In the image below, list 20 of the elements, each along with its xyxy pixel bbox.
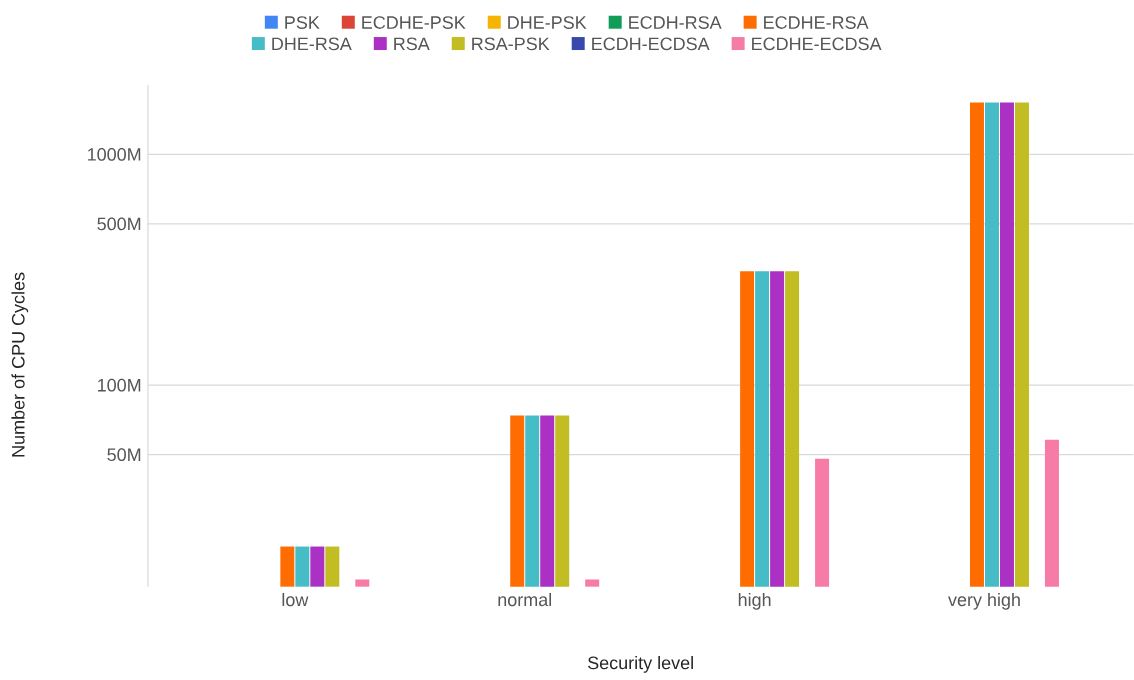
legend-label: ECDH-ECDSA <box>592 37 710 51</box>
y-axis-title: Number of CPU Cycles <box>11 272 29 457</box>
legend-label: RSA-PSK <box>472 37 550 51</box>
legend-label: ECDHE-ECDSA <box>752 37 882 51</box>
x-tick-label: high <box>738 593 771 610</box>
y-tick-label: 500M <box>97 217 141 231</box>
y-tick-label: 50M <box>107 448 141 462</box>
legend-label: ECDHE-PSK <box>362 16 466 30</box>
x-tick-label: normal <box>498 593 552 607</box>
legend-label: ECDH-RSA <box>629 16 722 30</box>
legend-label: DHE-PSK <box>508 16 587 30</box>
legend-label: ECDHE-RSA <box>764 16 869 30</box>
y-tick-label: 1000M <box>88 148 141 161</box>
x-tick-label: low <box>282 593 309 607</box>
x-tick-label: very high <box>948 593 1020 610</box>
legend-label: DHE-RSA <box>272 37 352 51</box>
y-tick-label: 100M <box>98 379 141 392</box>
x-axis-title: Security level <box>587 656 693 674</box>
legend-label: PSK <box>285 16 320 30</box>
legend-label: RSA <box>394 37 430 51</box>
